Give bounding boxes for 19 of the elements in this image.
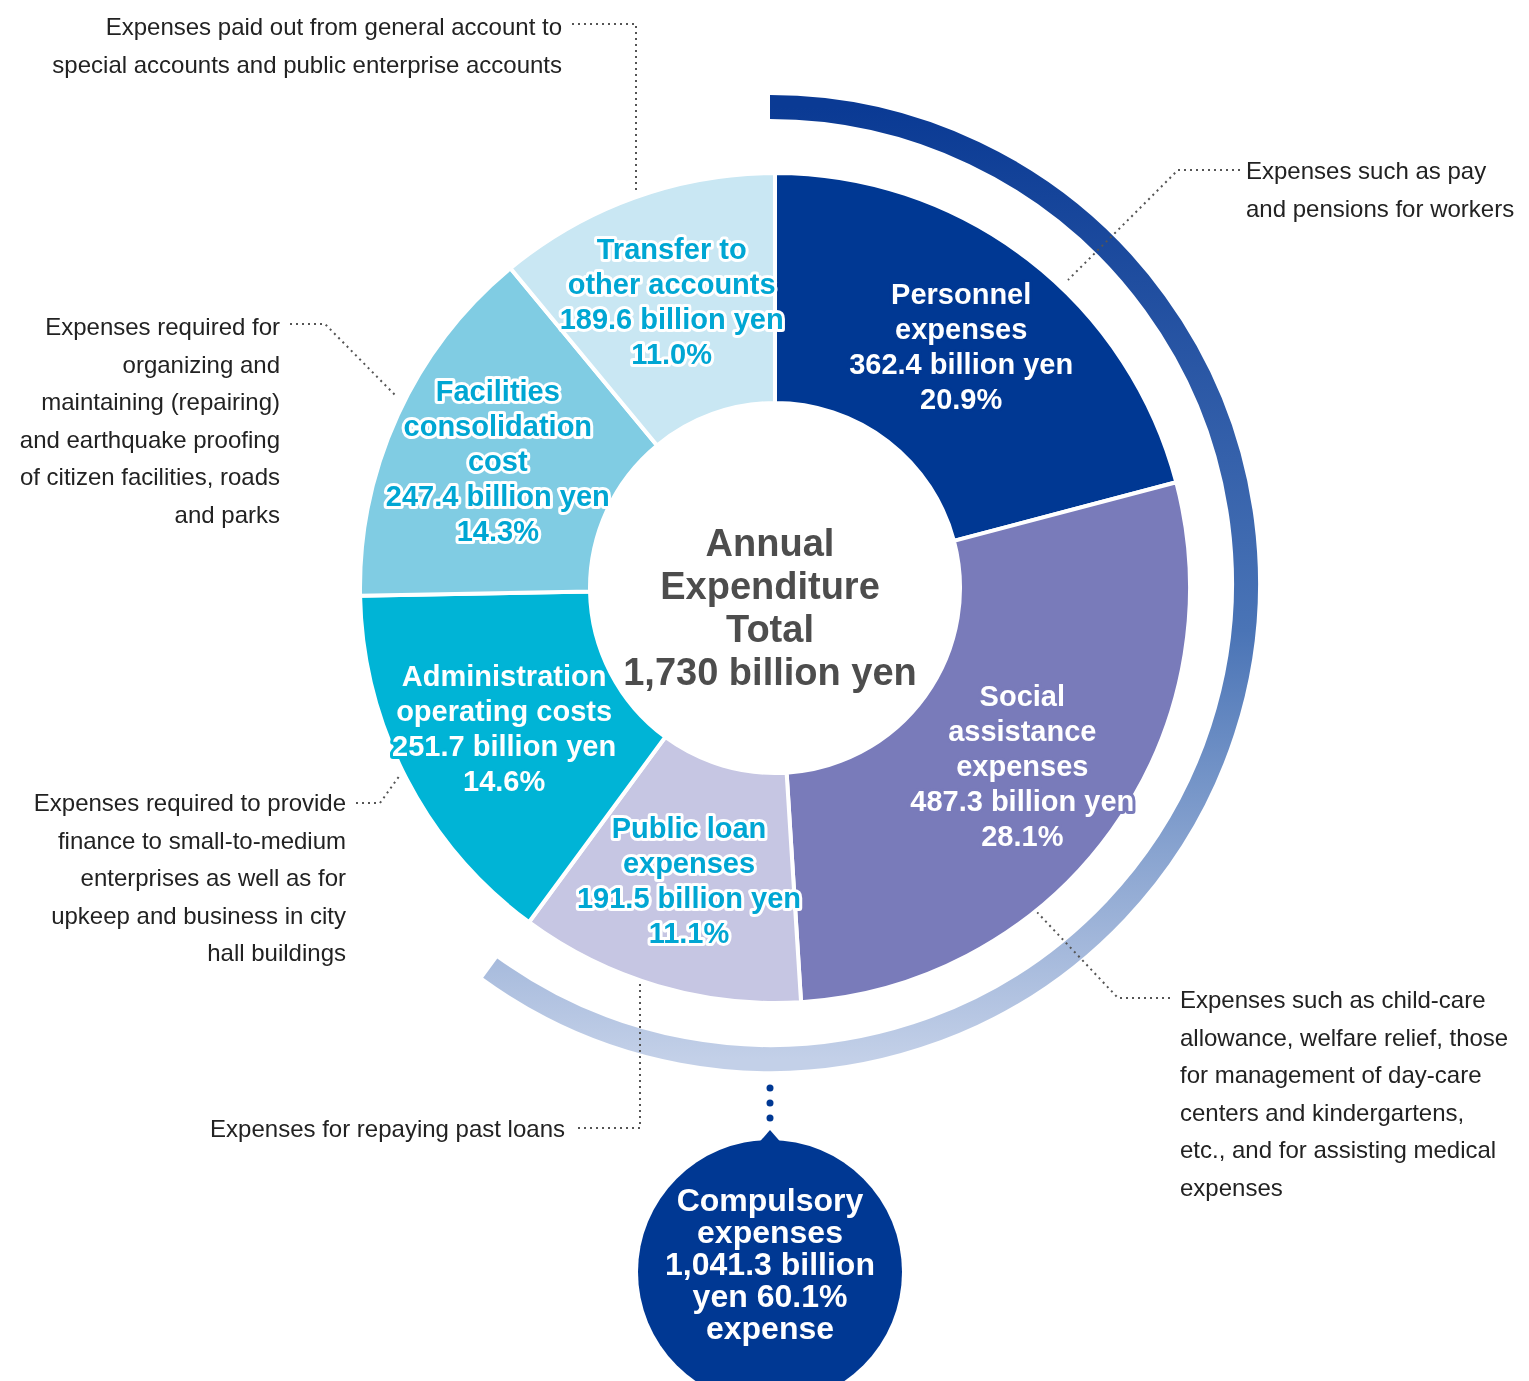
data-label: 191.5 billion yen 11.1% — [576, 882, 801, 950]
text: Expenses for repaying past loans — [209, 1114, 565, 1144]
data-label: 247.4 billion yen 14.3% — [385, 479, 610, 547]
slice-label: Facilities consolidation cost — [403, 374, 593, 477]
slice-label: Social assistance expenses — [948, 680, 1097, 783]
text: Expenses required to provide finance to small-to-medium enterprises as well as for upkeep and business in city hall buildings — [32, 788, 346, 968]
text: Expenses required for organizing and maintaining (repairing) and earthquake proofing of citizen facilities, roads and parks — [18, 312, 280, 530]
slice-label: Public loan expenses — [611, 812, 767, 880]
text: Expenses paid out from general account to special accounts and public enterprise accounts — [51, 12, 562, 80]
text: Expenses such as child-care allowance, welfare relief, those for management of day-care centers and kindergartens, etc., and for assisting medical expenses — [1180, 985, 1510, 1203]
text: Annual Expenditure Total — [659, 522, 881, 651]
slice-label: Personnel expenses — [891, 277, 1032, 345]
text: 1,730 billion yen — [623, 651, 917, 693]
slice-label: Transfer to other accounts — [567, 232, 776, 300]
text: Compulsory expenses 1,041.3 billion yen 60.1% expense — [664, 1182, 876, 1346]
data-label: 251.7 billion yen 14.6% — [392, 729, 617, 797]
data-label: 362.4 billion yen 20.9% — [849, 347, 1074, 415]
slice-label: Administration operating costs — [396, 659, 613, 727]
text: Expenses such as pay and pensions for workers — [1246, 156, 1516, 224]
